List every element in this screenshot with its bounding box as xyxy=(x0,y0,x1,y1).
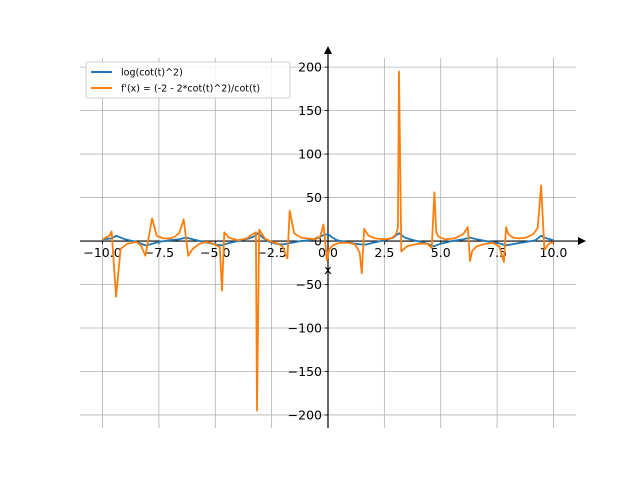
x-tick-label: 2.5 xyxy=(374,245,394,260)
y-tick-label: −100 xyxy=(288,321,322,336)
series-line-0 xyxy=(102,232,554,248)
legend: log(cot(t)^2) f'(x) = (-2 - 2*cot(t)^2)/… xyxy=(85,61,291,99)
x-tick-label: −10.0 xyxy=(83,245,121,260)
legend-entry-1: f'(x) = (-2 - 2*cot(t)^2)/cot(t) xyxy=(121,84,260,95)
x-axis-arrow-icon xyxy=(578,237,586,246)
y-tick-label: −150 xyxy=(288,364,322,379)
y-tick-label: 100 xyxy=(298,147,322,162)
x-tick-label: −7.5 xyxy=(144,245,174,260)
y-tick-label: 50 xyxy=(306,190,322,205)
y-tick-label: −200 xyxy=(288,407,322,422)
ticks: −10.0 −7.5 −5.0 −2.5 0.0 2.5 5.0 7.5 10.0−200−15… xyxy=(83,60,567,423)
x-tick-label: −2.5 xyxy=(256,245,286,260)
x-tick-label: −5.0 xyxy=(200,245,230,260)
y-tick-label: 0 xyxy=(314,234,322,249)
legend-entry-0: log(cot(t)^2) xyxy=(121,68,183,79)
y-tick-label: 200 xyxy=(298,60,322,75)
legend-box xyxy=(85,61,291,99)
y-tick-label: −50 xyxy=(296,277,322,292)
y-axis-arrow-icon xyxy=(324,46,332,54)
y-tick-label: 150 xyxy=(298,103,322,118)
x-tick-label: 5.0 xyxy=(431,245,451,260)
series-line-1 xyxy=(102,70,554,412)
x-axis-label: x xyxy=(324,262,331,277)
series xyxy=(102,70,554,412)
x-tick-label: 10.0 xyxy=(540,245,568,260)
